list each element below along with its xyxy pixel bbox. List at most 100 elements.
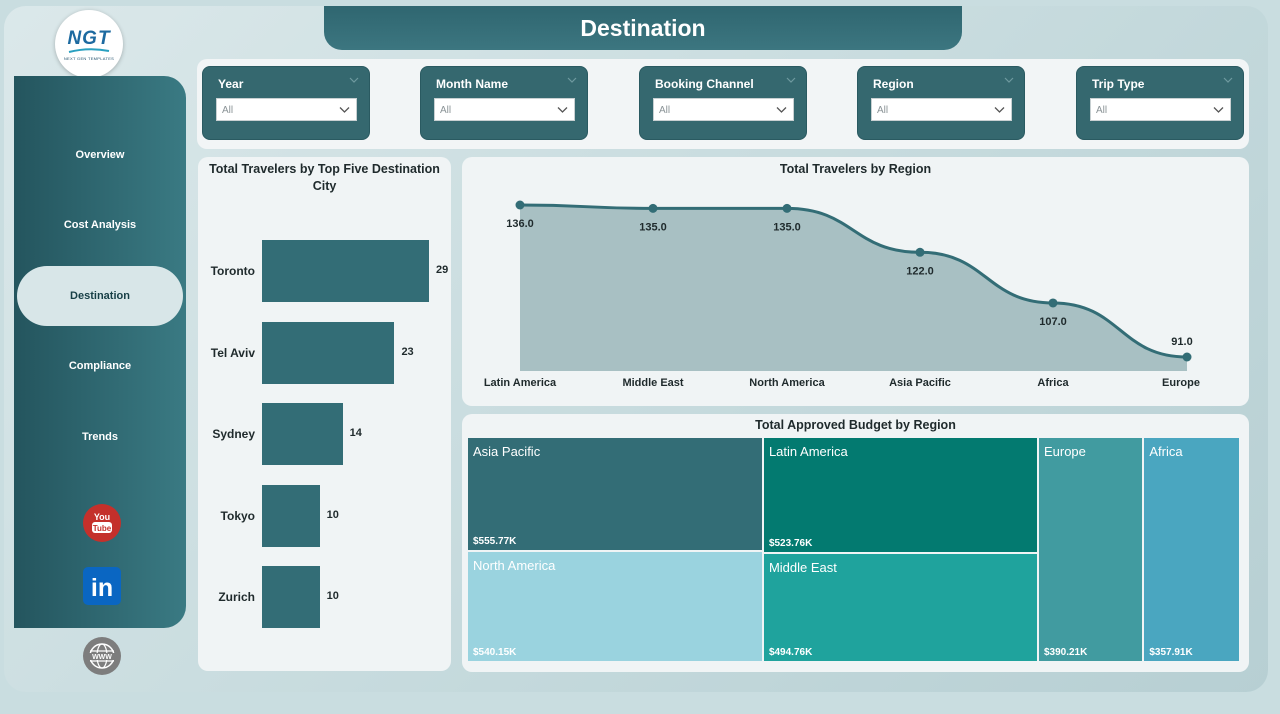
chart-title: Total Travelers by Top Five Destination … [209, 162, 440, 193]
chart-title: Total Travelers by Region [779, 162, 932, 176]
booking-channel-dropdown[interactable]: All [653, 98, 794, 121]
x-tick-label: Middle East [622, 377, 683, 389]
bar-category-label: Tel Aviv [210, 345, 255, 360]
treemap-tile-value: $390.21K [1043, 647, 1088, 658]
bar-tokyo[interactable] [262, 484, 320, 547]
sidebar-item-overview[interactable]: Overview [14, 125, 186, 185]
region-dropdown[interactable]: All [871, 98, 1012, 121]
data-label: 122.0 [906, 265, 934, 277]
data-label: 136.0 [506, 218, 534, 230]
treemap-tile-europe[interactable]: Europe $390.21K [1037, 437, 1144, 662]
treemap-tile-value: $357.91K [1149, 647, 1193, 658]
travelers-by-region-chart: Total Travelers by Region 136.0 Latin Ame… [462, 157, 1249, 406]
data-point-middle-east[interactable] [648, 203, 658, 213]
treemap-tile-label: Asia Pacific [473, 444, 541, 459]
chevron-down-icon[interactable] [786, 75, 796, 85]
bar-zurich[interactable] [262, 566, 320, 628]
top-cities-chart: Total Travelers by Top Five Destination … [198, 157, 451, 671]
x-tick-label: North America [749, 377, 825, 389]
sidebar-item-label: Overview [75, 149, 125, 161]
treemap-tile-label: Africa [1149, 444, 1183, 459]
bar-value-label: 10 [326, 590, 339, 602]
slicer-label: Month Name [436, 77, 508, 91]
chevron-down-icon[interactable] [567, 75, 577, 85]
area-fill [520, 205, 1187, 371]
slicer-label: Booking Channel [655, 77, 754, 91]
chevron-down-icon [339, 107, 350, 113]
treemap-tile-latin-america[interactable]: Latin America $523.76K [762, 437, 1038, 553]
sidebar-item-destination[interactable]: Destination [17, 266, 183, 326]
data-point-asia-pacific[interactable] [915, 247, 925, 257]
sidebar-item-label: Cost Analysis [63, 219, 137, 231]
bar-toronto[interactable] [262, 240, 429, 302]
chevron-down-icon[interactable] [1004, 75, 1014, 85]
bar-sydney[interactable] [262, 403, 343, 465]
slicer-label: Trip Type [1092, 77, 1145, 91]
page-title-text: Destination [580, 14, 706, 41]
slicer-label: Year [218, 77, 244, 91]
sidebar-item-label: Destination [70, 290, 130, 302]
treemap-tile-value: $494.76K [768, 646, 813, 658]
logo-subtitle: NEXT GEN TEMPLATES [63, 55, 115, 61]
x-tick-label: Latin America [484, 377, 557, 389]
svg-text:Tube: Tube [93, 524, 112, 533]
data-point-europe[interactable] [1182, 352, 1192, 362]
x-tick-label: Africa [1037, 377, 1069, 389]
linkedin-link[interactable]: in [82, 566, 122, 606]
month-name-dropdown[interactable]: All [434, 98, 575, 121]
linkedin-icon: in [83, 567, 121, 605]
data-point-africa[interactable] [1048, 298, 1058, 308]
slicer-value: All [440, 105, 452, 116]
chevron-down-icon[interactable] [349, 75, 359, 85]
globe-icon: WWW [83, 637, 121, 675]
chevron-down-icon [557, 107, 568, 113]
data-point-latin-america[interactable] [515, 200, 525, 210]
data-label: 91.0 [1171, 336, 1192, 348]
bar-value-label: 23 [401, 345, 414, 358]
treemap-tile-asia-pacific[interactable]: Asia Pacific $555.77K [467, 437, 763, 552]
bar-value-label: 14 [349, 427, 362, 439]
chevron-down-icon [994, 107, 1005, 113]
bar-category-label: Zurich [218, 590, 255, 604]
bar-value-label: 29 [436, 264, 449, 276]
slicer-label: Region [873, 77, 914, 91]
slicer-value: All [659, 105, 671, 116]
chevron-down-icon [776, 107, 787, 113]
treemap-tile-middle-east[interactable]: Middle East $494.76K [762, 552, 1038, 662]
chevron-down-icon[interactable] [1223, 75, 1233, 85]
treemap-tile-label: North America [473, 558, 556, 574]
sidebar-item-label: Trends [81, 431, 119, 443]
data-label: 135.0 [639, 221, 667, 233]
area-line [519, 203, 1188, 359]
treemap-tile-north-america[interactable]: North America $540.15K [467, 551, 763, 662]
treemap-tile-label: Latin America [768, 444, 848, 459]
sidebar-item-cost-analysis[interactable]: Cost Analysis [14, 195, 186, 255]
bar-tel-aviv[interactable] [262, 321, 395, 384]
data-label: 107.0 [1039, 316, 1067, 328]
data-point-north-america[interactable] [782, 203, 792, 213]
approved-budget-treemap: Total Approved Budget by Region Asia Pac… [462, 414, 1249, 672]
youtube-link[interactable]: You Tube [82, 503, 122, 543]
bar-category-label: Sydney [212, 427, 255, 441]
logo-text: NGT [67, 27, 111, 49]
treemap-tile-value: $555.77K [473, 536, 517, 548]
data-label: 135.0 [773, 221, 801, 233]
slicer-value: All [877, 105, 889, 116]
sidebar-item-trends[interactable]: Trends [14, 407, 186, 467]
trip-type-dropdown[interactable]: All [1090, 98, 1231, 121]
bar-category-label: Tokyo [220, 508, 255, 523]
year-dropdown[interactable]: All [216, 98, 357, 121]
chart-title: Total Approved Budget by Region [755, 418, 956, 432]
bar-category-label: Toronto [210, 264, 255, 278]
sidebar-item-compliance[interactable]: Compliance [14, 336, 186, 396]
bar-value-label: 10 [326, 508, 339, 521]
website-link[interactable]: WWW [82, 636, 122, 676]
treemap-tile-value: $523.76K [768, 537, 813, 549]
page-title: Destination [324, 6, 962, 50]
chevron-down-icon [1213, 107, 1224, 113]
sidebar-item-label: Compliance [68, 360, 132, 372]
treemap-tile-africa[interactable]: Africa $357.91K [1143, 437, 1240, 662]
logo-swoosh-icon [68, 47, 110, 53]
slicer-value: All [222, 105, 234, 116]
booking-channel-slicer: Booking Channel All [639, 66, 807, 140]
